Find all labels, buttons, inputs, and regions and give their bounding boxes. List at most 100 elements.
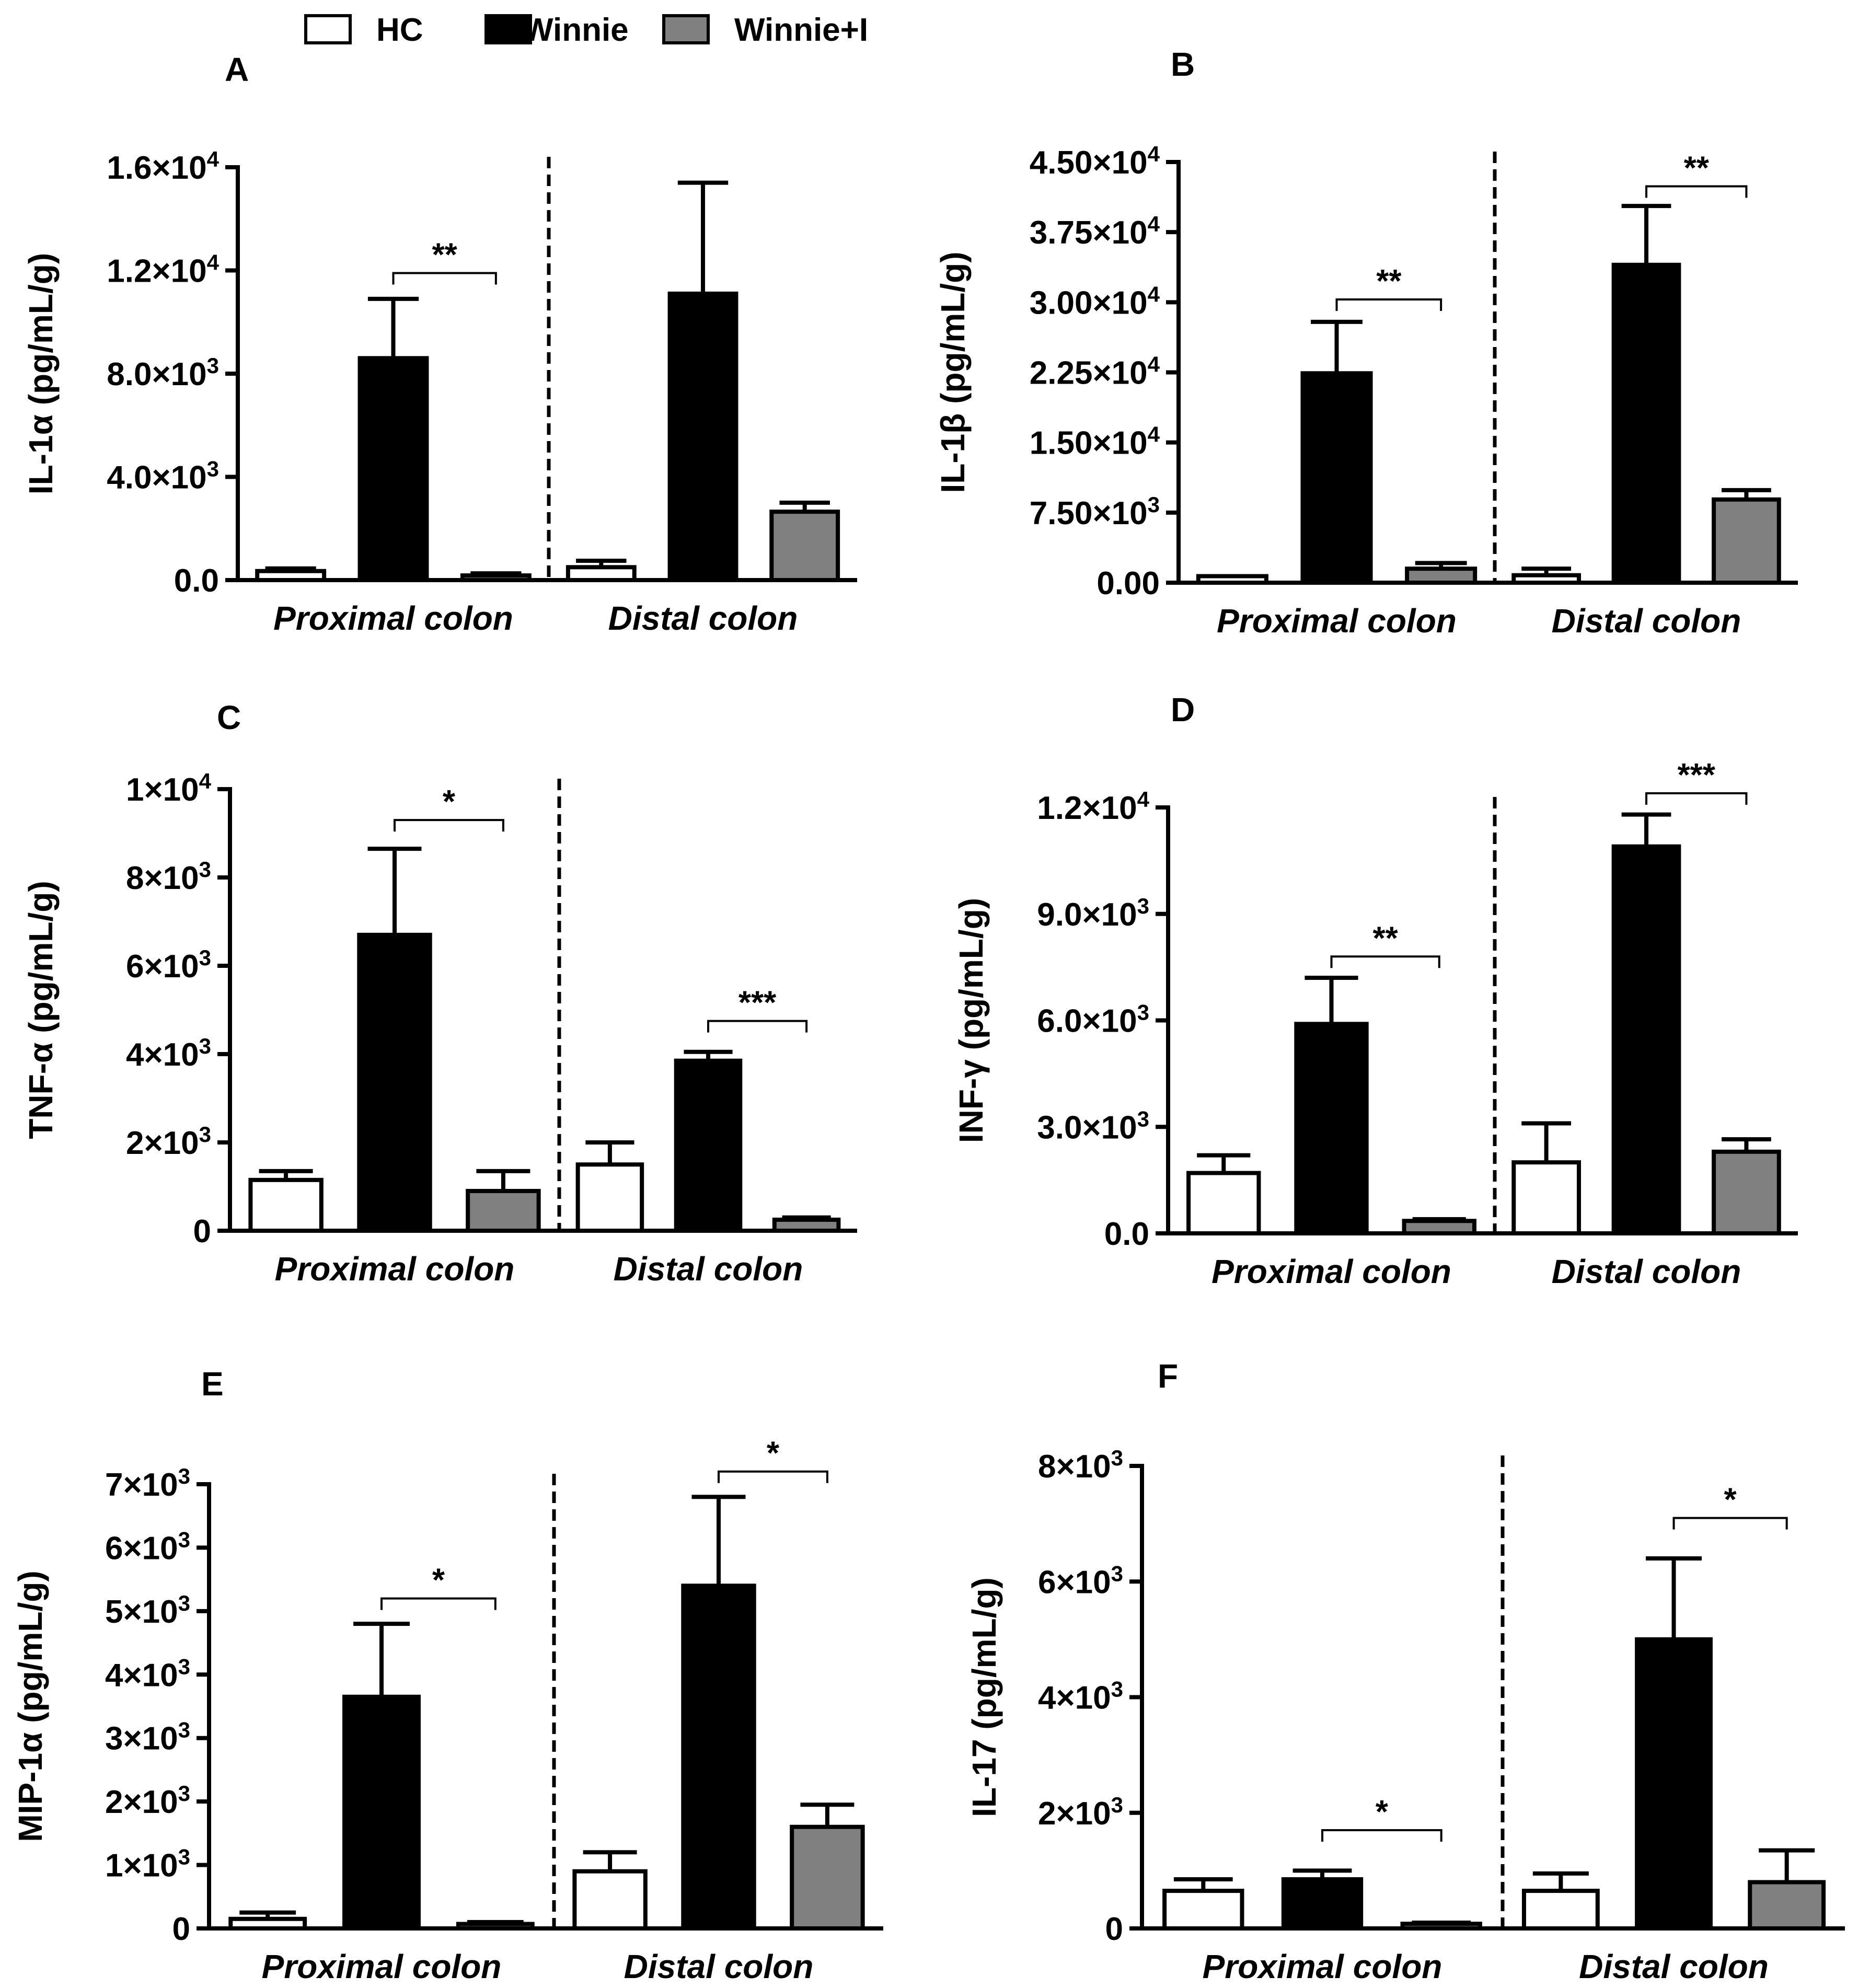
y-tick-label: 4×103 bbox=[1038, 1677, 1123, 1716]
y-tick-label: 8×103 bbox=[126, 857, 211, 897]
significance-bracket bbox=[718, 1470, 828, 1483]
significance-bracket bbox=[380, 1597, 497, 1610]
significance-label: *** bbox=[1678, 757, 1716, 793]
panel-D: D 0.0 3.0×103 6.0×103 9.0×103 1.2×104 INF-γ (p… bbox=[952, 691, 1798, 1290]
significance-bracket bbox=[394, 819, 504, 832]
x-group-label: Proximal colon bbox=[275, 1250, 515, 1288]
significance-bracket bbox=[1672, 1517, 1788, 1530]
bar-distal-hc bbox=[575, 1162, 644, 1233]
significance-bracket bbox=[707, 1020, 808, 1033]
y-tick-label: 4.50×104 bbox=[1030, 142, 1160, 181]
significance-bracket bbox=[1645, 792, 1748, 805]
bar-distal-hc bbox=[566, 565, 637, 582]
x-group-label: Distal colon bbox=[614, 1250, 803, 1288]
significance-label: * bbox=[443, 784, 456, 820]
significance-label: ** bbox=[1684, 151, 1710, 187]
y-axis-label: TNF-α (pg/mL/g) bbox=[22, 881, 60, 1139]
y-tick-label: 2×103 bbox=[105, 1781, 190, 1821]
bar-distal-hc bbox=[1511, 1160, 1581, 1236]
y-tick-label: 0 bbox=[193, 1213, 211, 1250]
x-group-label: Distal colon bbox=[1579, 1948, 1769, 1985]
bar-proximal-hc bbox=[228, 1916, 307, 1931]
y-tick-label: 2×103 bbox=[1038, 1792, 1123, 1832]
bar-distal-winnie-plus-i bbox=[1748, 1880, 1826, 1931]
bar-distal-winnie bbox=[667, 291, 738, 582]
y-axis-label: INF-γ (pg/mL/g) bbox=[952, 898, 990, 1143]
y-tick-label: 7×103 bbox=[105, 1464, 190, 1504]
y-tick-label: 6×103 bbox=[105, 1527, 190, 1567]
y-tick-label: 8×103 bbox=[1038, 1446, 1123, 1485]
legend-label: HC bbox=[376, 12, 423, 48]
bar-distal-winnie bbox=[681, 1584, 756, 1931]
significance-label: * bbox=[1724, 1482, 1737, 1518]
bar-proximal-hc bbox=[255, 569, 327, 582]
legend-label: Winnie+I bbox=[734, 12, 868, 48]
panel-letter-C: C bbox=[217, 699, 241, 736]
panel-letter-E: E bbox=[201, 1365, 224, 1403]
bar-proximal-hc bbox=[248, 1177, 324, 1233]
bar-distal-winnie-plus-i bbox=[1712, 1149, 1781, 1236]
legend-swatch-winnie-plus-i bbox=[662, 14, 710, 44]
y-tick-label: 2.25×104 bbox=[1030, 352, 1160, 391]
significance-bracket bbox=[1335, 298, 1442, 311]
y-axis-label: IL-1α (pg/mL/g) bbox=[22, 253, 60, 494]
y-tick-label: 3.00×104 bbox=[1030, 282, 1160, 321]
y-tick-label: 3.0×103 bbox=[1037, 1106, 1149, 1146]
legend-label: Winnie bbox=[523, 12, 629, 48]
y-tick-label: 6×103 bbox=[126, 945, 211, 985]
y-tick-label: 9.0×103 bbox=[1037, 893, 1149, 933]
y-tick-label: 1×104 bbox=[126, 769, 212, 808]
significance-label: * bbox=[432, 1563, 445, 1599]
bar-distal-hc bbox=[572, 1869, 648, 1931]
x-group-label: Proximal colon bbox=[1211, 1253, 1451, 1290]
y-tick-label: 4×103 bbox=[126, 1034, 211, 1073]
y-tick-label: 6.0×103 bbox=[1037, 1000, 1149, 1039]
y-tick-label: 7.50×103 bbox=[1030, 492, 1160, 531]
y-tick-label: 1.2×104 bbox=[1037, 787, 1149, 827]
y-tick-label: 1.6×104 bbox=[107, 147, 219, 187]
y-tick-label: 3×103 bbox=[105, 1717, 190, 1757]
y-tick-label: 2×103 bbox=[126, 1122, 211, 1162]
x-group-label: Proximal colon bbox=[262, 1948, 502, 1985]
bar-distal-winnie bbox=[674, 1058, 743, 1233]
significance-bracket bbox=[1330, 955, 1440, 968]
panel-A: A 0.0 4.0×103 8.0×103 1.2×104 1.6×104 IL-1α (p… bbox=[22, 51, 857, 637]
bar-proximal-hc bbox=[1162, 1889, 1244, 1931]
bar-proximal-hc bbox=[1196, 574, 1268, 585]
panel-B: B 0.00 7.50×103 1.50×104 2.25×104 3.00×104 3.7… bbox=[934, 45, 1798, 640]
bar-proximal-winnie-plus-i bbox=[1402, 1219, 1476, 1236]
legend-swatch-hc bbox=[304, 14, 352, 44]
chart-panels: A 0.0 4.0×103 8.0×103 1.2×104 1.6×104 IL-1α (p… bbox=[11, 45, 1845, 1985]
bar-proximal-winnie-plus-i bbox=[460, 573, 532, 583]
y-tick-label: 4×103 bbox=[105, 1654, 190, 1694]
bar-proximal-hc bbox=[1186, 1171, 1261, 1236]
significance-label: ** bbox=[1372, 920, 1398, 956]
y-tick-label: 1.50×104 bbox=[1030, 422, 1160, 461]
x-group-label: Distal colon bbox=[1552, 602, 1741, 640]
y-axis-label: IL-17 (pg/mL/g) bbox=[965, 1577, 1003, 1817]
bar-proximal-winnie bbox=[357, 932, 432, 1233]
y-axis-label: MIP-1α (pg/mL/g) bbox=[11, 1570, 49, 1842]
y-tick-label: 1×103 bbox=[105, 1844, 190, 1884]
bar-proximal-winnie bbox=[357, 356, 429, 582]
legend-swatch-winnie bbox=[484, 14, 532, 44]
panel-E: E 0 1×103 2×103 3×103 4×103 5×103 6×103 7×103 MIP… bbox=[11, 1365, 883, 1985]
bar-distal-winnie bbox=[1611, 844, 1681, 1236]
significance-bracket bbox=[1321, 1829, 1442, 1842]
y-tick-label: 0 bbox=[172, 1911, 190, 1947]
bar-distal-hc bbox=[1521, 1889, 1600, 1931]
y-tick-label: 3.75×104 bbox=[1030, 212, 1160, 251]
y-tick-label: 0.00 bbox=[1097, 565, 1160, 602]
y-tick-label: 5×103 bbox=[105, 1590, 190, 1630]
significance-bracket bbox=[1645, 185, 1748, 198]
panel-C: C 0 2×103 4×103 6×103 8×103 1×104 TNF-α (pg/mL/… bbox=[22, 699, 857, 1288]
y-axis-label: IL-1β (pg/mL/g) bbox=[934, 251, 972, 493]
panel-letter-A: A bbox=[225, 51, 249, 88]
significance-label: * bbox=[1376, 1794, 1389, 1830]
bar-proximal-winnie bbox=[342, 1694, 421, 1931]
bar-distal-winnie bbox=[1611, 262, 1681, 585]
y-tick-label: 6×103 bbox=[1038, 1561, 1123, 1601]
panel-F: F 0 2×103 4×103 6×103 8×103 IL-17 (pg/mL/g) Pro… bbox=[965, 1357, 1845, 1985]
x-group-label: Proximal colon bbox=[1217, 602, 1457, 640]
